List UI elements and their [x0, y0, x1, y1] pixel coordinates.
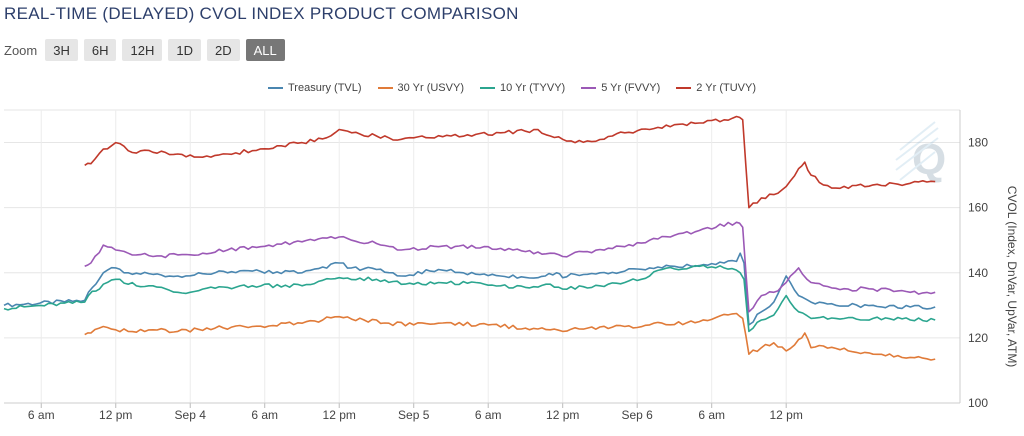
legend-item-treasury[interactable]: Treasury (TVL): [268, 82, 362, 94]
legend-swatch-2yr: [676, 87, 692, 89]
series-line-30-yr-usvy: [84, 312, 936, 361]
zoom-6h-button[interactable]: 6H: [83, 39, 117, 61]
x-tick-label: 6 am: [475, 408, 502, 422]
grid-layer: [4, 109, 960, 404]
zoom-1d-button[interactable]: 1D: [168, 39, 201, 61]
legend-label-5yr: 5 Yr (FVVY): [601, 82, 661, 94]
series-line-5-yr-fvvy: [84, 221, 936, 313]
svg-text:Q: Q: [912, 135, 946, 184]
legend-swatch-5yr: [581, 87, 597, 89]
x-tick-label: Sep 6: [622, 408, 654, 422]
zoom-all-button[interactable]: ALL: [245, 39, 285, 61]
quikstrike-logo-icon: Q: [895, 121, 946, 184]
series-line-2-yr-tuvy: [84, 115, 936, 209]
x-tick-label: 12 pm: [323, 408, 356, 422]
legend-label-2yr: 2 Yr (TUVY): [696, 82, 756, 94]
legend-item-2yr[interactable]: 2 Yr (TUVY): [676, 82, 756, 94]
x-tick-label: 12 pm: [99, 408, 132, 422]
zoom-label: Zoom: [4, 42, 38, 58]
y-tick-label: 120: [968, 331, 988, 345]
chart-legend: Treasury (TVL) 30 Yr (USVY) 10 Yr (TYVY)…: [0, 82, 1024, 94]
x-tick-label: 12 pm: [546, 408, 579, 422]
legend-label-treasury: Treasury (TVL): [288, 82, 362, 94]
x-tick-label: Sep 4: [175, 408, 207, 422]
x-tick-label: 6 am: [28, 408, 55, 422]
legend-item-30yr[interactable]: 30 Yr (USVY): [377, 82, 464, 94]
legend-item-5yr[interactable]: 5 Yr (FVVY): [581, 82, 660, 94]
series-layer: [3, 115, 936, 361]
y-tick-label: 180: [968, 136, 988, 150]
legend-swatch-treasury: [268, 87, 283, 89]
y-tick-label: 100: [968, 396, 988, 410]
axis-layer: 100 120 140 160 180 6 am 12 pm Sep 4 6 am 12 pm Se…: [4, 110, 1019, 422]
zoom-3h-button[interactable]: 3H: [45, 39, 78, 61]
y-tick-label: 160: [968, 201, 988, 215]
legend-label-30yr: 30 Yr (USVY): [397, 82, 464, 94]
series-line-treasury-tvl: [3, 252, 936, 326]
x-tick-label: 6 am: [251, 408, 278, 422]
y-axis-title: CVOL (Index, DnVar, UpVar, ATM): [1005, 186, 1019, 368]
legend-swatch-10yr: [479, 87, 495, 89]
series-line-10-yr-tyvy: [3, 264, 936, 333]
page-title: REAL-TIME (DELAYED) CVOL INDEX PRODUCT C…: [4, 4, 519, 23]
zoom-controls: Zoom 3H 6H 12H 1D 2D ALL: [4, 38, 285, 62]
legend-swatch-30yr: [377, 87, 393, 89]
legend-label-10yr: 10 Yr (TYVY): [499, 82, 566, 94]
zoom-12h-button[interactable]: 12H: [122, 39, 163, 61]
y-tick-label: 140: [968, 266, 988, 280]
zoom-2d-button[interactable]: 2D: [206, 39, 240, 61]
x-tick-label: 6 am: [698, 408, 725, 422]
x-tick-label: 12 pm: [770, 408, 803, 422]
x-tick-label: Sep 5: [398, 408, 430, 422]
legend-item-10yr[interactable]: 10 Yr (TYVY): [479, 82, 566, 94]
